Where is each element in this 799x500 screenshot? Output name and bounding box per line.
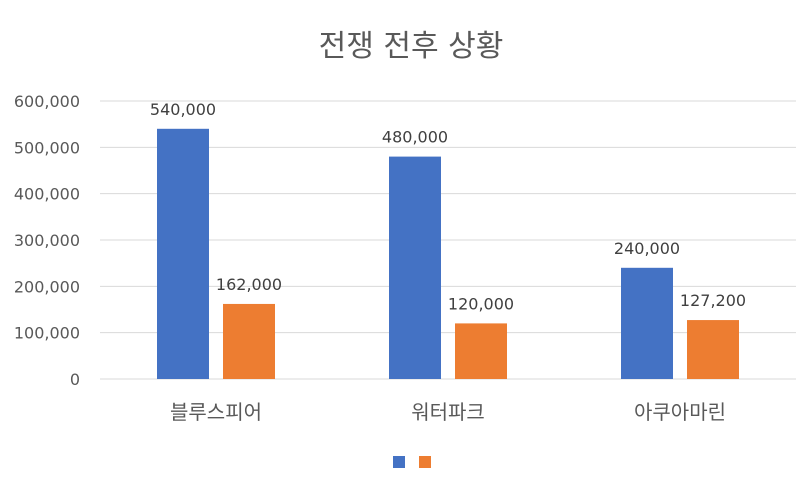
data-label: 120,000 — [448, 294, 514, 313]
y-tick-label: 200,000 — [14, 277, 80, 296]
y-tick-label: 0 — [70, 370, 80, 389]
x-axis-categories: 블루스피어 워터파크 아쿠아마린 — [170, 400, 726, 424]
bar-series-1-3 — [621, 267, 673, 379]
legend — [393, 456, 431, 468]
y-tick-label: 400,000 — [14, 185, 80, 204]
bar-series-2-1 — [223, 303, 275, 379]
bar-series-2-3 — [687, 320, 739, 379]
legend-swatch-series-2 — [419, 456, 431, 468]
y-tick-label: 500,000 — [14, 138, 80, 157]
bar-series-1-1 — [157, 128, 209, 379]
data-label: 540,000 — [150, 100, 216, 119]
data-label: 240,000 — [614, 239, 680, 258]
x-category-label: 아쿠아마린 — [634, 400, 726, 424]
data-label: 127,200 — [680, 291, 746, 310]
data-labels: 540,000 162,000 480,000 120,000 240,000 127,2… — [150, 100, 746, 314]
y-tick-label: 600,000 — [14, 92, 80, 111]
data-label: 480,000 — [382, 128, 448, 147]
legend-swatch-series-1 — [393, 456, 405, 468]
bar-series-1-2 — [389, 156, 441, 379]
x-category-label: 블루스피어 — [170, 400, 262, 424]
bars — [157, 128, 739, 379]
chart-title: 전쟁 전후 상황 — [319, 29, 504, 64]
y-tick-label: 100,000 — [14, 324, 80, 343]
gridlines — [100, 100, 796, 380]
bar-series-2-2 — [455, 323, 507, 379]
y-tick-label: 300,000 — [14, 231, 80, 250]
x-category-label: 워터파크 — [411, 400, 485, 424]
y-axis-ticks: 0 100,000 200,000 300,000 400,000 500,000 600,… — [14, 92, 80, 389]
data-label: 162,000 — [216, 275, 282, 294]
